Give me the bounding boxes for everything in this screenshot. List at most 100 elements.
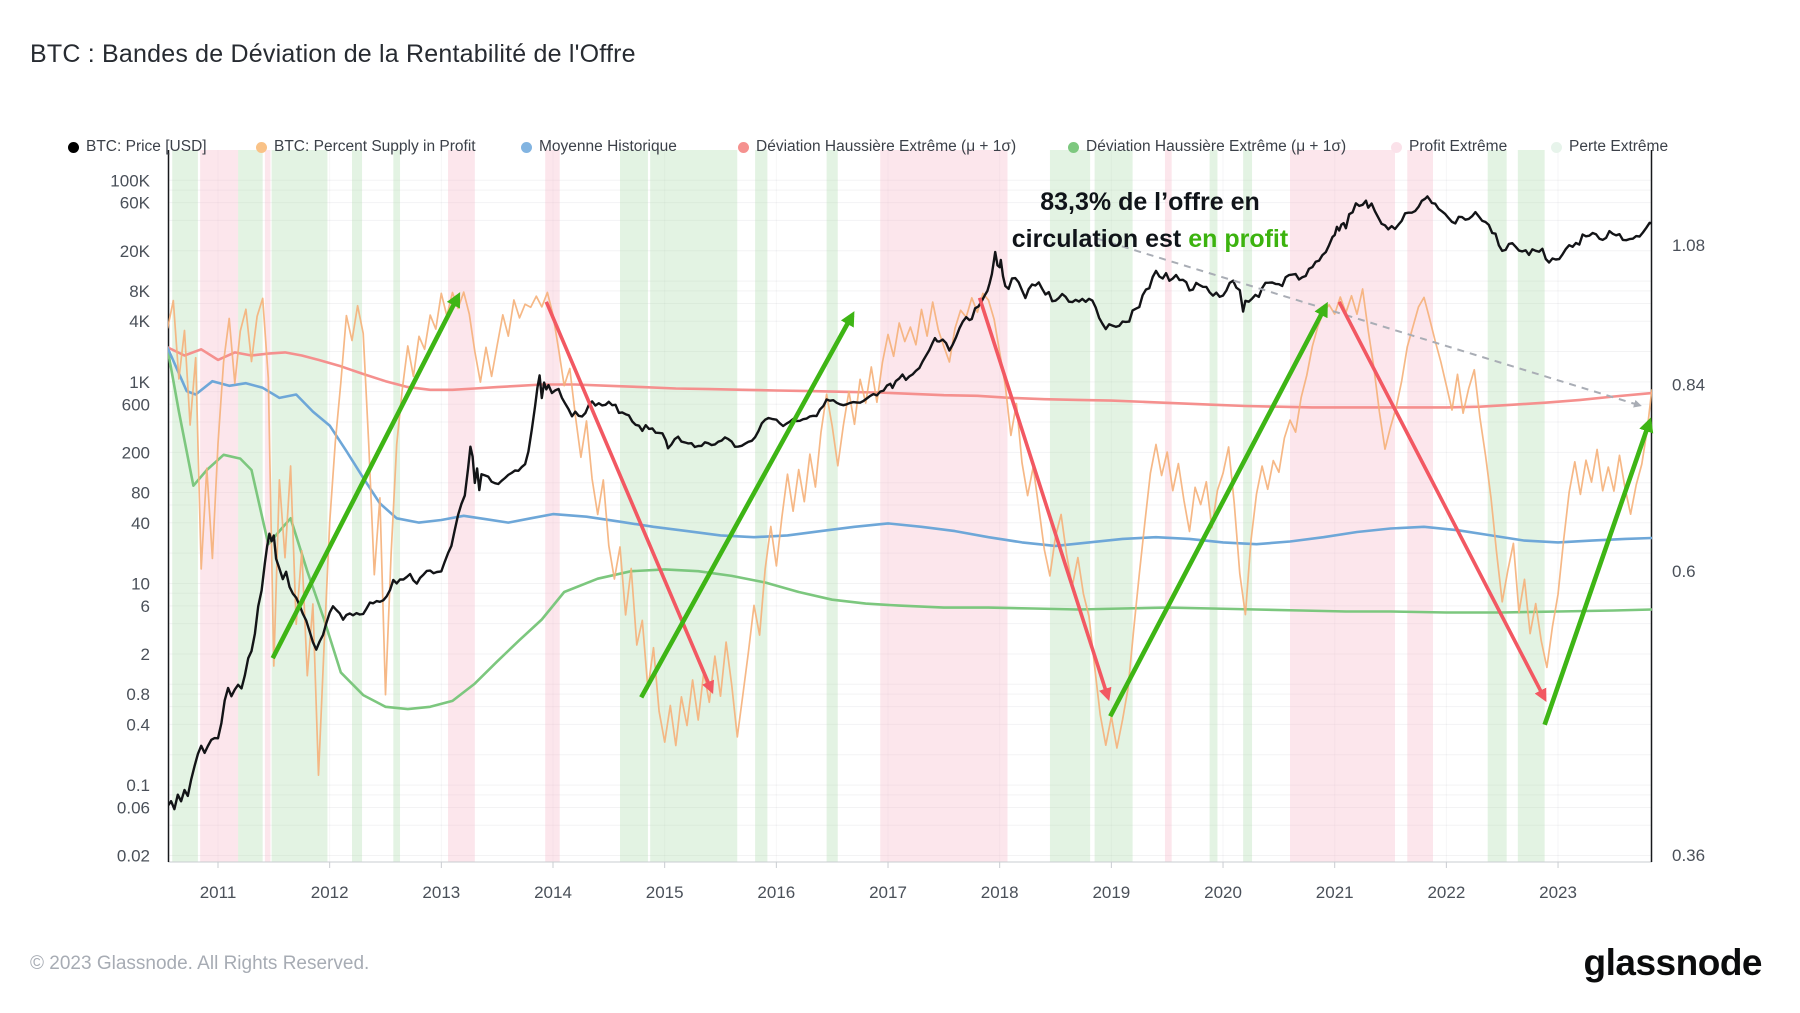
left-axis-tick-label: 4K [129, 312, 150, 331]
left-axis-tick-label: 40 [131, 514, 150, 533]
perte-extreme-band [1049, 150, 1091, 862]
legend-item-label: Perte Extrême [1569, 138, 1669, 155]
series-lines [168, 195, 1652, 811]
page-title: BTC : Bandes de Déviation de la Rentabil… [30, 40, 636, 68]
series-price [168, 195, 1652, 811]
left-axis-tick-label: 10 [131, 575, 150, 594]
left-axis-tick-label: 1K [129, 373, 150, 392]
left-axis-tick-label: 0.02 [117, 847, 150, 866]
perte-extreme-band [352, 150, 363, 862]
legend-item-label: BTC: Price [USD] [86, 138, 207, 155]
x-axis-tick-label: 2022 [1427, 883, 1465, 902]
series-deviation-haussiere [168, 346, 1652, 409]
legend-item-label: Profit Extrême [1409, 138, 1508, 155]
left-axis-tick-label: 60K [120, 194, 151, 213]
left-axis-tick-label: 600 [122, 395, 150, 414]
profit-extreme-band [200, 150, 239, 862]
trend-arrow-green [639, 311, 855, 699]
perte-extreme-band [755, 150, 768, 862]
legend-dot-icon [1391, 141, 1402, 153]
profit-extreme-band [264, 150, 271, 862]
right-axis-tick-label: 1.08 [1672, 236, 1705, 255]
legend-item-label: Déviation Haussière Extrême (μ + 1σ) [756, 138, 1017, 155]
left-axis-tick-label: 2 [141, 645, 150, 664]
series-moyenne-historique [168, 346, 1652, 548]
legend-item[interactable]: BTC: Percent Supply in Profit [256, 138, 476, 156]
trend-arrow-green [1108, 301, 1328, 718]
x-axis-tick-label: 2017 [869, 883, 907, 902]
legend-item-label: Déviation Haussière Extrême (μ + 1σ) [1086, 138, 1347, 155]
left-axis-tick-label: 0.8 [126, 685, 150, 704]
legend-item-label: BTC: Percent Supply in Profit [274, 138, 476, 155]
perte-extreme-band [393, 150, 401, 862]
legend-item[interactable]: Profit Extrême [1391, 138, 1507, 156]
left-axis-tick-label: 20K [120, 242, 151, 261]
perte-extreme-band [650, 150, 738, 862]
perte-extreme-band [1243, 150, 1253, 862]
right-axis-tick-label: 0.6 [1672, 562, 1696, 581]
legend-dot-icon [68, 141, 79, 153]
x-axis-tick-label: 2013 [422, 883, 460, 902]
gridlines [168, 150, 1652, 862]
legend-dot-icon [1068, 141, 1079, 153]
x-axis-tick-label: 2014 [534, 883, 572, 902]
annotation-line2-prefix: circulation est [1011, 225, 1189, 253]
annotation-highlight: en profit [1188, 225, 1289, 253]
profit-extreme-band [1290, 150, 1396, 862]
perte-extreme-band [172, 150, 198, 862]
trend-arrow-red [977, 297, 1112, 702]
profit-extreme-band [545, 150, 560, 862]
left-axis-tick-label: 0.4 [126, 715, 150, 734]
x-axis-tick-label: 2021 [1316, 883, 1354, 902]
legend-item[interactable]: Moyenne Historique [521, 138, 677, 156]
x-axis-tick-label: 2018 [981, 883, 1019, 902]
left-axis-tick-label: 0.1 [126, 776, 150, 795]
trend-arrow-green [270, 292, 461, 660]
x-axis-tick-label: 2020 [1204, 883, 1242, 902]
profit-extreme-band [880, 150, 1008, 862]
legend-item[interactable]: Perte Extrême [1551, 138, 1668, 156]
trend-arrow-green [1542, 417, 1654, 726]
annotation-dashed-arrow [1084, 233, 1642, 408]
right-axis-tick-label: 0.36 [1672, 846, 1705, 865]
perte-extreme-band [1209, 150, 1218, 862]
perte-extreme-band [1094, 150, 1133, 862]
perte-extreme-band [1487, 150, 1507, 862]
series-supply-in-profit [168, 288, 1652, 777]
x-axis-tick-label: 2016 [757, 883, 795, 902]
copyright-text: © 2023 Glassnode. All Rights Reserved. [30, 953, 370, 974]
left-axis-tick-label: 200 [122, 443, 150, 462]
trend-arrow-red [1337, 300, 1547, 703]
left-axis-tick-label: 100K [110, 171, 150, 190]
glassnode-logo: glassnode [1583, 942, 1763, 983]
legend-dot-icon [521, 141, 532, 153]
annotation-line1: 83,3% de l’offre en [1040, 188, 1260, 216]
x-axis-tick-label: 2023 [1539, 883, 1577, 902]
legend-item-label: Moyenne Historique [539, 138, 677, 155]
trend-arrow-red [544, 301, 714, 695]
right-axis-tick-label: 0.84 [1672, 375, 1705, 394]
perte-extreme-band [826, 150, 838, 862]
profit-extreme-band [1407, 150, 1433, 862]
legend: BTC: Price [USD] BTC: Percent Supply in P… [0, 138, 1800, 160]
x-axis-tick-label: 2012 [311, 883, 349, 902]
left-axis-tick-label: 8K [129, 282, 150, 301]
profit-extreme-band [1164, 150, 1172, 862]
chart-annotation: 83,3% de l’offre en circulation est en p… [960, 184, 1340, 258]
legend-item[interactable]: BTC: Price [USD] [68, 138, 207, 156]
left-axis-tick-label: 6 [141, 597, 150, 616]
left-axis-tick-label: 0.06 [117, 798, 150, 817]
left-axis-tick-label: 80 [131, 483, 150, 502]
perte-extreme-band [1517, 150, 1545, 862]
legend-dot-icon [1551, 141, 1562, 153]
legend-item[interactable]: Déviation Haussière Extrême (μ + 1σ) [1068, 138, 1346, 156]
legend-item[interactable]: Déviation Haussière Extrême (μ + 1σ) [738, 138, 1016, 156]
legend-dot-icon [738, 141, 749, 153]
x-axis-tick-label: 2015 [646, 883, 684, 902]
annotation-line2: circulation est en profit [960, 221, 1340, 258]
legend-dot-icon [256, 141, 267, 153]
x-axis-tick-label: 2011 [200, 883, 237, 902]
x-axis-tick-label: 2019 [1092, 883, 1130, 902]
